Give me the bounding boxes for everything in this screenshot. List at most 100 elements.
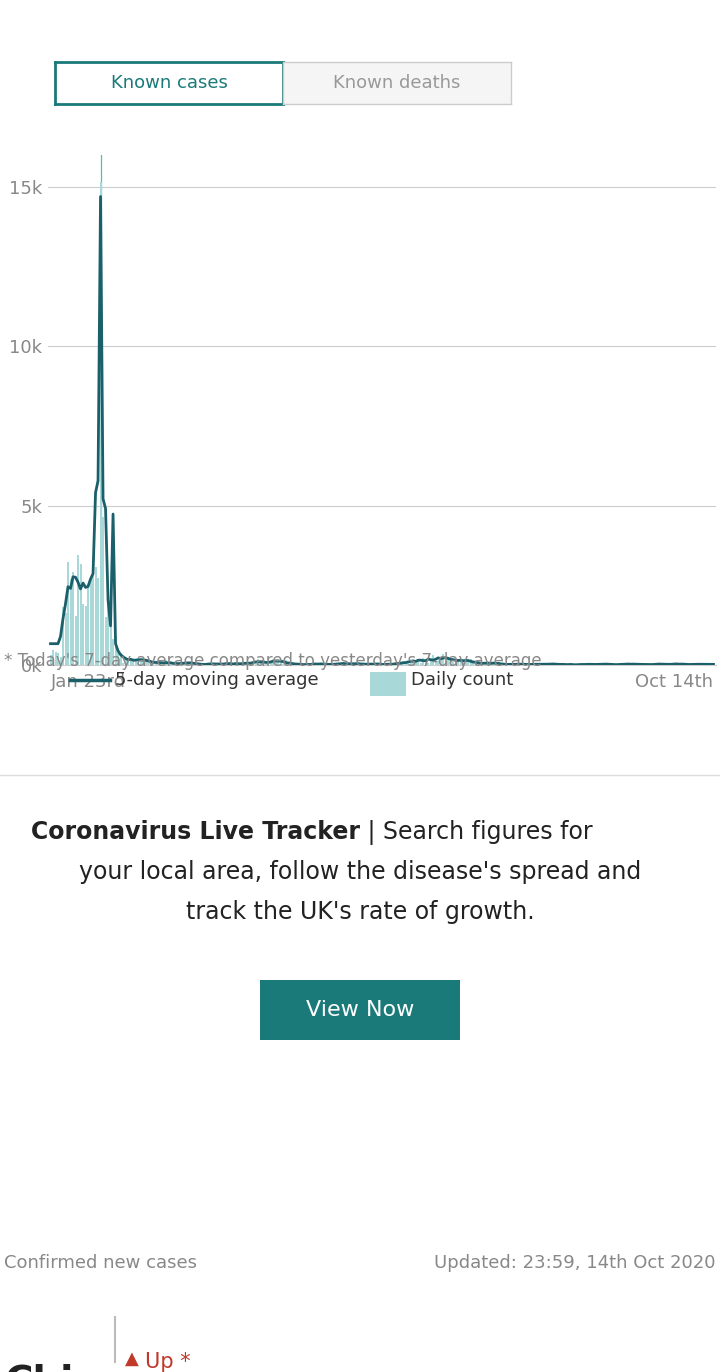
- Bar: [277, 660, 279, 665]
- Bar: [127, 659, 129, 665]
- Bar: [440, 659, 442, 665]
- Bar: [97, 578, 99, 665]
- Bar: [104, 617, 107, 665]
- Bar: [192, 664, 194, 665]
- Bar: [498, 663, 500, 665]
- Bar: [245, 663, 247, 665]
- Bar: [442, 654, 444, 665]
- Bar: [427, 663, 429, 665]
- Bar: [230, 663, 232, 665]
- Bar: [120, 653, 122, 665]
- Bar: [142, 659, 144, 665]
- Bar: [155, 663, 156, 665]
- Text: Coronavirus Live Tracker: Coronavirus Live Tracker: [31, 820, 360, 844]
- Bar: [279, 661, 282, 665]
- Bar: [117, 653, 119, 665]
- Bar: [437, 661, 439, 665]
- Bar: [65, 613, 66, 665]
- Text: ▲: ▲: [125, 1350, 139, 1368]
- Bar: [107, 600, 109, 665]
- Bar: [77, 556, 79, 665]
- Bar: [125, 657, 127, 665]
- Bar: [184, 663, 186, 665]
- Bar: [360, 663, 361, 665]
- Bar: [240, 663, 242, 665]
- Bar: [325, 664, 327, 665]
- Bar: [55, 652, 56, 665]
- Bar: [420, 663, 422, 665]
- Bar: [432, 654, 434, 665]
- Bar: [400, 663, 402, 665]
- Bar: [50, 654, 52, 665]
- Bar: [189, 663, 192, 665]
- Bar: [455, 660, 456, 665]
- Bar: [62, 608, 64, 665]
- Bar: [425, 659, 427, 665]
- Bar: [257, 660, 259, 665]
- Bar: [102, 517, 104, 665]
- Bar: [452, 661, 454, 665]
- Bar: [287, 664, 289, 665]
- Bar: [152, 661, 154, 665]
- Bar: [340, 664, 342, 665]
- Bar: [89, 578, 91, 665]
- Bar: [72, 572, 74, 665]
- Bar: [92, 560, 94, 665]
- Bar: [462, 660, 464, 665]
- Bar: [410, 664, 412, 665]
- Bar: [418, 661, 419, 665]
- Text: 5-day moving average: 5-day moving average: [115, 671, 319, 689]
- Bar: [347, 664, 349, 665]
- Bar: [430, 661, 432, 665]
- Text: your local area, follow the disease's spread and: your local area, follow the disease's sp…: [79, 860, 641, 884]
- Bar: [274, 661, 276, 665]
- Bar: [122, 663, 124, 665]
- Bar: [267, 663, 269, 665]
- Bar: [492, 663, 495, 665]
- Bar: [140, 659, 142, 665]
- Text: * Today's 7-day average compared to yesterday's 7-day average: * Today's 7-day average compared to yest…: [4, 652, 541, 670]
- Bar: [405, 661, 407, 665]
- Text: | Search figures for: | Search figures for: [360, 820, 593, 845]
- Bar: [160, 663, 161, 665]
- Bar: [187, 663, 189, 665]
- Bar: [52, 649, 54, 665]
- Text: Known cases: Known cases: [111, 74, 228, 92]
- Bar: [74, 616, 76, 665]
- Bar: [372, 664, 374, 665]
- Bar: [337, 663, 339, 665]
- Bar: [147, 663, 149, 665]
- Text: track the UK's rate of growth.: track the UK's rate of growth.: [186, 900, 534, 923]
- Text: Up *: Up *: [145, 1351, 191, 1372]
- Text: China: China: [4, 1364, 127, 1372]
- Bar: [482, 663, 485, 665]
- Bar: [99, 182, 102, 665]
- Bar: [242, 663, 244, 665]
- Bar: [109, 627, 112, 665]
- Bar: [392, 663, 395, 665]
- Bar: [165, 660, 166, 665]
- Bar: [374, 663, 377, 665]
- Bar: [150, 663, 152, 665]
- Text: Known deaths: Known deaths: [333, 74, 461, 92]
- Bar: [423, 657, 424, 665]
- Bar: [270, 663, 271, 665]
- Bar: [135, 661, 137, 665]
- Bar: [170, 661, 171, 665]
- Bar: [79, 564, 81, 665]
- Bar: [490, 664, 492, 665]
- Bar: [177, 664, 179, 665]
- Bar: [450, 660, 452, 665]
- Bar: [487, 663, 490, 665]
- Text: View Now: View Now: [306, 1000, 414, 1019]
- Bar: [352, 663, 354, 665]
- Bar: [318, 663, 319, 665]
- Bar: [435, 661, 437, 665]
- Bar: [474, 664, 477, 665]
- Bar: [402, 663, 404, 665]
- Bar: [82, 604, 84, 665]
- Bar: [408, 661, 409, 665]
- Bar: [145, 660, 147, 665]
- Bar: [357, 664, 359, 665]
- Text: Confirmed new cases: Confirmed new cases: [4, 1254, 197, 1272]
